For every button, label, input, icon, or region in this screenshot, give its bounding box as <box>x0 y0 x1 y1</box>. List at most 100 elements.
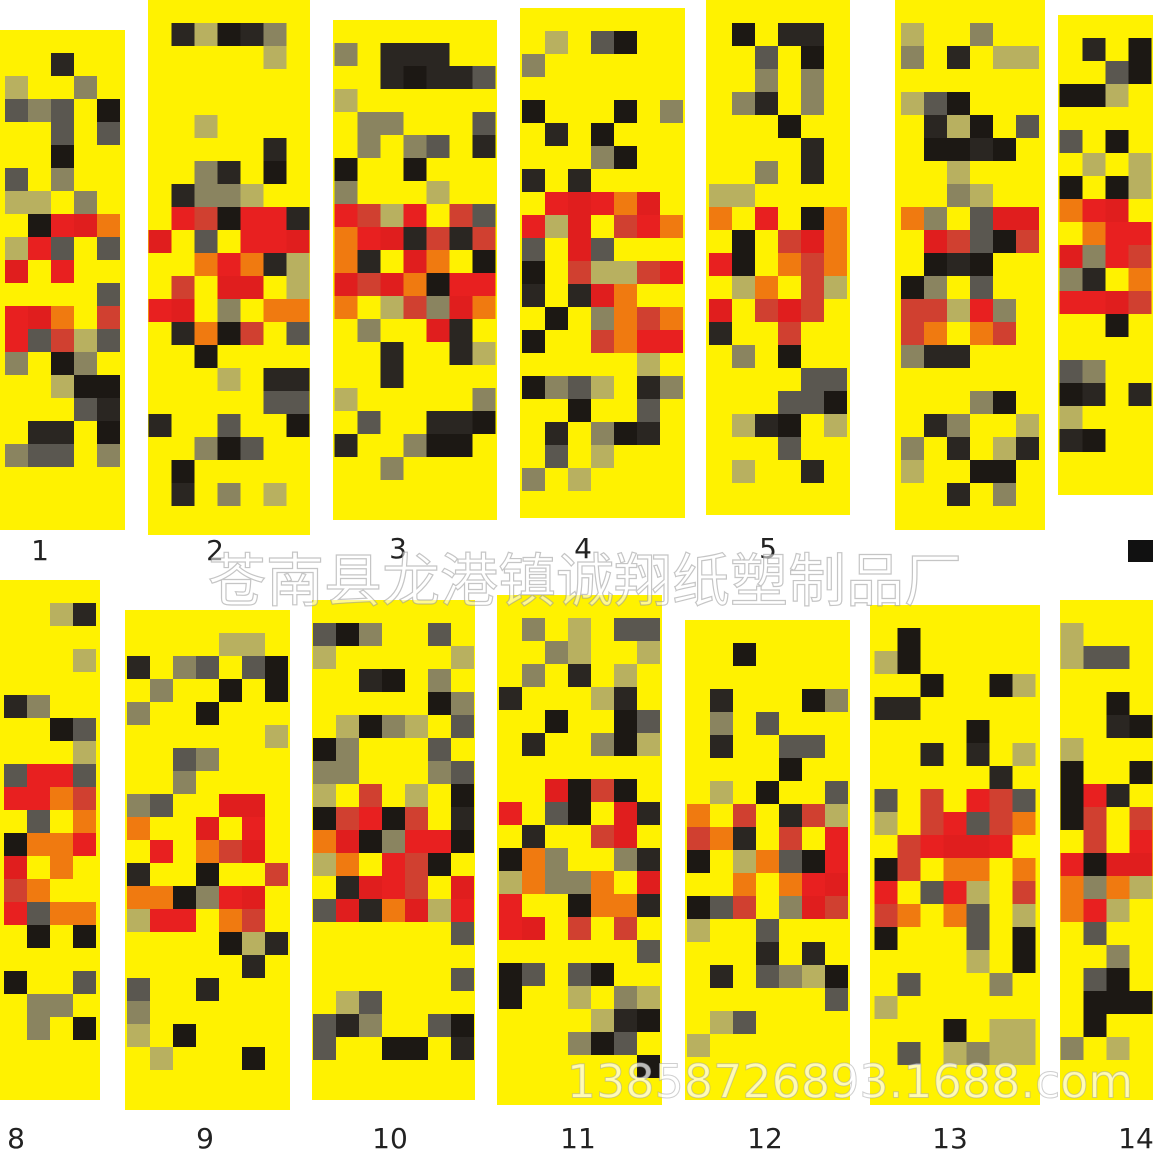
mosaic-tile <box>472 342 496 365</box>
mosaic-tile <box>263 299 287 322</box>
mosaic-tile <box>1129 876 1153 899</box>
mosaic-tile <box>920 789 944 812</box>
mosaic-tile <box>4 879 27 902</box>
mosaic-tile <box>591 238 614 261</box>
mosaic-tile <box>50 902 73 925</box>
mosaic-tile <box>568 399 591 422</box>
mosaic-tile <box>428 853 451 876</box>
mosaic-tile <box>614 848 637 871</box>
mosaic-tile <box>1012 881 1036 904</box>
mosaic-tile <box>1059 130 1083 153</box>
mosaic-tile <box>970 299 993 322</box>
mosaic-tile <box>802 804 825 827</box>
mosaic-tile <box>1129 853 1153 876</box>
mosaic-tile <box>733 1011 756 1034</box>
mosaic-tile <box>924 322 947 345</box>
mosaic-tile <box>1012 858 1036 881</box>
mosaic-tile <box>380 342 404 365</box>
mosaic-tile <box>1105 199 1129 222</box>
mosaic-tile <box>336 1014 359 1037</box>
mosaic-tile <box>217 253 241 276</box>
mosaic-tile <box>687 1034 710 1057</box>
mosaic-tile <box>51 145 74 168</box>
mosaic-tile <box>334 43 358 66</box>
mosaic-tile <box>5 352 28 375</box>
mosaic-tile <box>51 214 74 237</box>
mosaic-tile <box>51 329 74 352</box>
mosaic-tile <box>403 135 427 158</box>
mosaic-tile <box>802 850 825 873</box>
mosaic-tile <box>196 702 219 725</box>
mosaic-tile <box>148 299 172 322</box>
mosaic-tile <box>472 250 496 273</box>
mosaic-tile <box>755 69 778 92</box>
mosaic-tile <box>336 991 359 1014</box>
mosaic-tile <box>522 917 545 940</box>
mosaic-tile <box>451 1037 474 1060</box>
mosaic-tile <box>591 871 614 894</box>
mosaic-tile <box>637 986 660 1009</box>
mosaic-tile <box>755 92 778 115</box>
mosaic-tile <box>357 411 381 434</box>
mosaic-tile <box>924 253 947 276</box>
mosaic-tile <box>966 1042 990 1065</box>
mosaic-tile <box>591 284 614 307</box>
mosaic-tile <box>545 641 568 664</box>
mosaic-tile <box>947 161 970 184</box>
mosaic-tile <box>405 784 428 807</box>
mosaic-tile <box>545 445 568 468</box>
mosaic-tile <box>755 414 778 437</box>
mosaic-tile <box>217 483 241 506</box>
mosaic-tile <box>1106 968 1130 991</box>
mosaic-tile <box>74 329 97 352</box>
mosaic-tile <box>5 237 28 260</box>
mosaic-tile <box>405 853 428 876</box>
mosaic-tile <box>217 161 241 184</box>
mosaic-tile <box>637 422 660 445</box>
mosaic-tile <box>382 830 405 853</box>
mosaic-tile <box>779 896 802 919</box>
cropped-number <box>1128 540 1153 562</box>
mosaic-tile <box>568 169 591 192</box>
mosaic-tile <box>924 230 947 253</box>
mosaic-tile <box>901 299 924 322</box>
mosaic-tile <box>1083 991 1107 1014</box>
mosaic-tile <box>591 779 614 802</box>
mosaic-tile <box>568 284 591 307</box>
mosaic-tile <box>499 848 522 871</box>
mosaic-tile <box>51 444 74 467</box>
mosaic-tile <box>451 646 474 669</box>
mosaic-tile <box>970 115 993 138</box>
mosaic-tile <box>522 215 545 238</box>
mosaic-tile <box>1083 899 1107 922</box>
mosaic-tile <box>242 794 265 817</box>
mosaic-tile <box>426 319 450 342</box>
mosaic-tile <box>801 230 824 253</box>
mosaic-tile <box>920 674 944 697</box>
mosaic-tile <box>336 715 359 738</box>
mosaic-tile <box>380 204 404 227</box>
mosaic-tile <box>614 618 637 641</box>
mosaic-tile <box>732 253 755 276</box>
mosaic-tile <box>51 260 74 283</box>
mosaic-tile <box>194 253 218 276</box>
mosaic-tile <box>1059 84 1083 107</box>
mosaic-tile <box>451 899 474 922</box>
mosaic-tile <box>732 92 755 115</box>
mosaic-tile <box>591 330 614 353</box>
mosaic-tile <box>989 1019 1013 1042</box>
mosaic-tile <box>1060 899 1084 922</box>
mosaic-tile <box>194 115 218 138</box>
mosaic-tile <box>148 230 172 253</box>
mosaic-tile <box>1012 1019 1036 1042</box>
mosaic-tile <box>778 414 801 437</box>
mosaic-tile <box>824 230 847 253</box>
mosaic-tile <box>1128 38 1152 61</box>
mosaic-tile <box>4 833 27 856</box>
mosaic-tile <box>687 896 710 919</box>
mosaic-tile <box>801 69 824 92</box>
mosaic-tile <box>568 618 591 641</box>
mosaic-tile <box>357 227 381 250</box>
mosaic-tile <box>286 414 310 437</box>
mosaic-tile <box>451 876 474 899</box>
